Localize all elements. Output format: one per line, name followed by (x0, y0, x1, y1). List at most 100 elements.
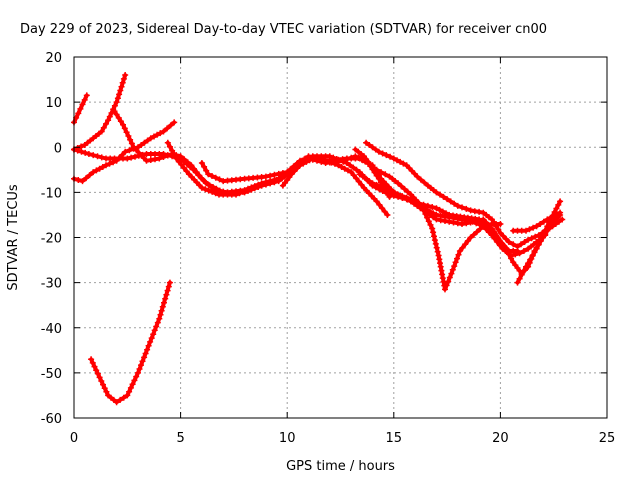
data-point (116, 91, 123, 98)
data-point (373, 198, 380, 205)
data-point (93, 167, 100, 174)
data-point (258, 182, 265, 189)
data-point (390, 155, 397, 162)
data-point (131, 377, 138, 384)
data-point (82, 149, 89, 156)
data-point (420, 207, 427, 214)
data-point (115, 114, 122, 121)
data-point (303, 158, 310, 165)
data-point (209, 188, 216, 195)
data-point (142, 350, 149, 357)
data-point (451, 263, 458, 270)
data-point (535, 242, 542, 248)
data-point (154, 131, 161, 138)
y-axis-label: SDTVAR / TECUs (6, 184, 21, 291)
data-point (433, 205, 440, 212)
data-point (177, 153, 184, 160)
data-point (433, 189, 440, 196)
data-point (128, 154, 135, 161)
data-point (449, 266, 456, 273)
data-point (111, 108, 118, 115)
data-point (254, 183, 261, 190)
data-point (547, 214, 554, 221)
data-point (88, 356, 95, 363)
data-point (520, 248, 527, 254)
data-point (550, 213, 557, 220)
data-point (246, 186, 253, 193)
data-point (198, 160, 205, 166)
data-point (178, 161, 185, 168)
data-point (535, 232, 542, 239)
data-point (404, 188, 411, 195)
series-arc-14 (88, 279, 173, 406)
data-point (113, 399, 120, 406)
data-point (133, 373, 140, 380)
data-point (473, 228, 480, 235)
data-point (355, 178, 362, 185)
data-point (525, 236, 532, 243)
data-point (212, 190, 219, 197)
x-tick-label: 15 (386, 431, 403, 446)
data-point (395, 191, 402, 198)
data-point (398, 183, 405, 190)
data-point (512, 251, 519, 258)
series-arc-10 (363, 139, 566, 250)
data-point (378, 169, 384, 176)
data-point (188, 162, 195, 169)
data-point (135, 369, 141, 376)
data-point (128, 140, 135, 147)
data-point (378, 183, 384, 190)
data-point (429, 204, 436, 210)
data-point (267, 172, 274, 179)
data-point (526, 226, 533, 233)
data-point (143, 157, 150, 164)
data-point (467, 207, 474, 214)
data-point (276, 175, 283, 182)
data-point (553, 211, 560, 218)
data-point (443, 282, 450, 289)
data-point (144, 346, 151, 353)
data-point (284, 169, 291, 176)
data-point (383, 189, 390, 196)
data-point (369, 180, 376, 187)
data-point (138, 362, 144, 369)
data-point (516, 275, 523, 282)
data-point (422, 211, 429, 217)
data-point (431, 237, 438, 244)
data-point (181, 156, 188, 163)
data-point (138, 142, 145, 148)
data-point (463, 205, 470, 212)
data-point (96, 165, 103, 172)
data-point (193, 169, 200, 176)
data-point (216, 176, 223, 183)
data-point (183, 168, 190, 175)
data-point (552, 221, 559, 227)
data-point (116, 154, 123, 161)
data-point (497, 230, 504, 236)
data-point (169, 147, 176, 154)
data-point (459, 204, 465, 211)
data-point (154, 319, 161, 326)
data-point (495, 226, 502, 233)
data-point (480, 223, 487, 230)
data-point (113, 99, 120, 106)
data-point (103, 120, 109, 127)
data-point (79, 101, 86, 108)
data-point (153, 323, 160, 330)
data-point (205, 181, 212, 188)
data-point (555, 201, 562, 208)
data-point (162, 295, 169, 302)
data-point (161, 299, 167, 306)
data-point (537, 238, 544, 245)
data-point (496, 242, 503, 249)
data-point (427, 208, 433, 215)
data-point (271, 171, 278, 178)
data-point (160, 154, 167, 160)
data-point (459, 216, 465, 223)
series-arc-4 (71, 119, 178, 185)
data-point (103, 388, 110, 395)
y-tick-label: -50 (41, 367, 62, 382)
data-point (459, 244, 466, 251)
x-tick-label: 10 (279, 431, 296, 446)
data-point (122, 148, 129, 155)
